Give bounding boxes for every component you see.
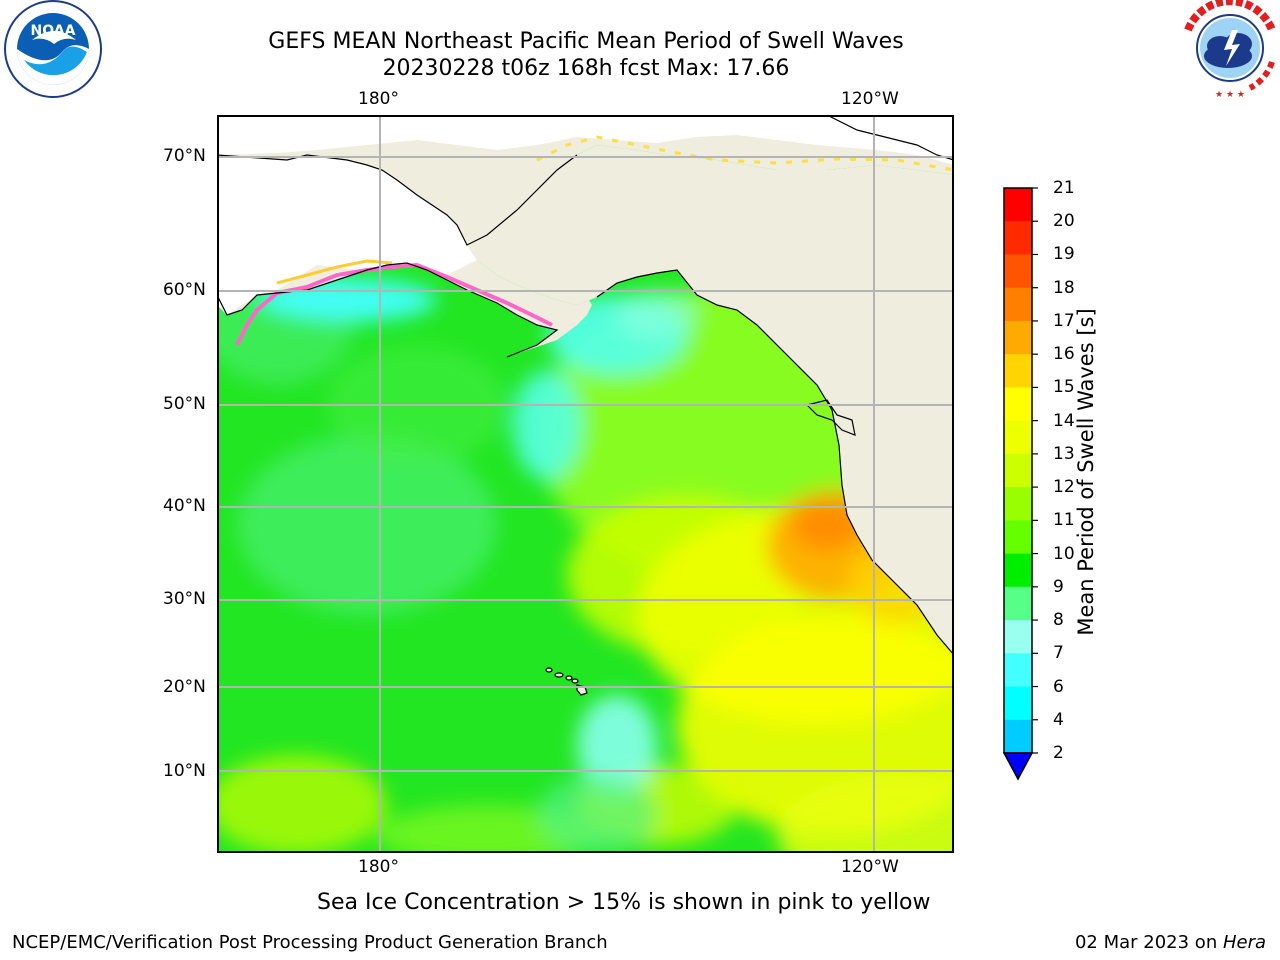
colorbar-tick-label: 6 <box>1053 677 1064 697</box>
footer-date-text: 02 Mar 2023 on <box>1075 932 1223 953</box>
colorbar-segment <box>1004 720 1032 754</box>
colorbar-tick-label: 20 <box>1053 211 1075 231</box>
colorbar-segment <box>1004 321 1032 355</box>
lon-label-bottom-120w: 120°W <box>841 857 899 877</box>
colorbar-tick-label: 19 <box>1053 244 1075 264</box>
colorbar-segment <box>1004 421 1032 455</box>
title-line-2: 20230228 t06z 168h fcst Max: 17.66 <box>0 55 1172 82</box>
title-line-1: GEFS MEAN Northeast Pacific Mean Period … <box>0 28 1172 55</box>
colorbar-tick-label: 12 <box>1053 477 1075 497</box>
lat-label-70n: 70°N <box>163 146 206 166</box>
colorbar-tick-label: 15 <box>1053 377 1075 397</box>
colorbar-segment <box>1004 620 1032 654</box>
colorbar-tick-label: 10 <box>1053 544 1075 564</box>
map-svg <box>217 115 954 853</box>
lat-label-60n: 60°N <box>163 280 206 300</box>
colorbar-segment <box>1004 554 1032 588</box>
colorbar-tick-label: 11 <box>1053 510 1075 530</box>
lat-label-10n: 10°N <box>163 761 206 781</box>
map-panel <box>217 115 954 853</box>
sea-ice-caption: Sea Ice Concentration > 15% is shown in … <box>317 890 931 915</box>
lon-label-top-180: 180° <box>358 89 399 109</box>
colorbar-tick-label: 9 <box>1053 577 1064 597</box>
colorbar-segment <box>1004 387 1032 421</box>
colorbar-tick-label: 21 <box>1053 178 1075 198</box>
colorbar-tick-label: 4 <box>1053 710 1064 730</box>
colorbar-tick-label: 2 <box>1053 743 1064 763</box>
colorbar-label: Mean Period of Swell Waves [s] <box>1074 308 1098 635</box>
colorbar-segment <box>1004 520 1032 554</box>
noaa-logo: NOAA <box>2 0 104 100</box>
colorbar-segment <box>1004 587 1032 621</box>
colorbar-segment <box>1004 487 1032 521</box>
nws-logo: ★ ★ ★ <box>1180 0 1280 100</box>
noaa-logo-text: NOAA <box>31 23 76 39</box>
colorbar-segment <box>1004 188 1032 222</box>
colorbar-segment <box>1004 687 1032 721</box>
colorbar-segment <box>1004 454 1032 488</box>
colorbar-tick-label: 17 <box>1053 311 1075 331</box>
lon-label-bottom-180: 180° <box>358 857 399 877</box>
lon-label-top-120w: 120°W <box>841 89 899 109</box>
svg-text:★ ★ ★: ★ ★ ★ <box>1215 90 1245 100</box>
colorbar-tick-label: 7 <box>1053 643 1064 663</box>
colorbar-segment <box>1004 288 1032 322</box>
footer-credit: NCEP/EMC/Verification Post Processing Pr… <box>12 932 608 953</box>
colorbar-under-triangle <box>1004 753 1032 779</box>
colorbar-tick-label: 14 <box>1053 411 1075 431</box>
lat-label-40n: 40°N <box>163 496 206 516</box>
colorbar-segment <box>1004 354 1032 388</box>
lat-label-20n: 20°N <box>163 677 206 697</box>
colorbar-tick-label: 18 <box>1053 278 1075 298</box>
footer-host: Hera <box>1223 932 1266 953</box>
colorbar-segment <box>1004 653 1032 687</box>
colorbar-segment <box>1004 254 1032 288</box>
colorbar-tick-label: 8 <box>1053 610 1064 630</box>
colorbar-segment <box>1004 221 1032 255</box>
lat-label-30n: 30°N <box>163 589 206 609</box>
colorbar-tick-label: 16 <box>1053 344 1075 364</box>
footer-date: 02 Mar 2023 on Hera <box>1075 932 1266 953</box>
colorbar-tick-label: 13 <box>1053 444 1075 464</box>
lat-label-50n: 50°N <box>163 394 206 414</box>
